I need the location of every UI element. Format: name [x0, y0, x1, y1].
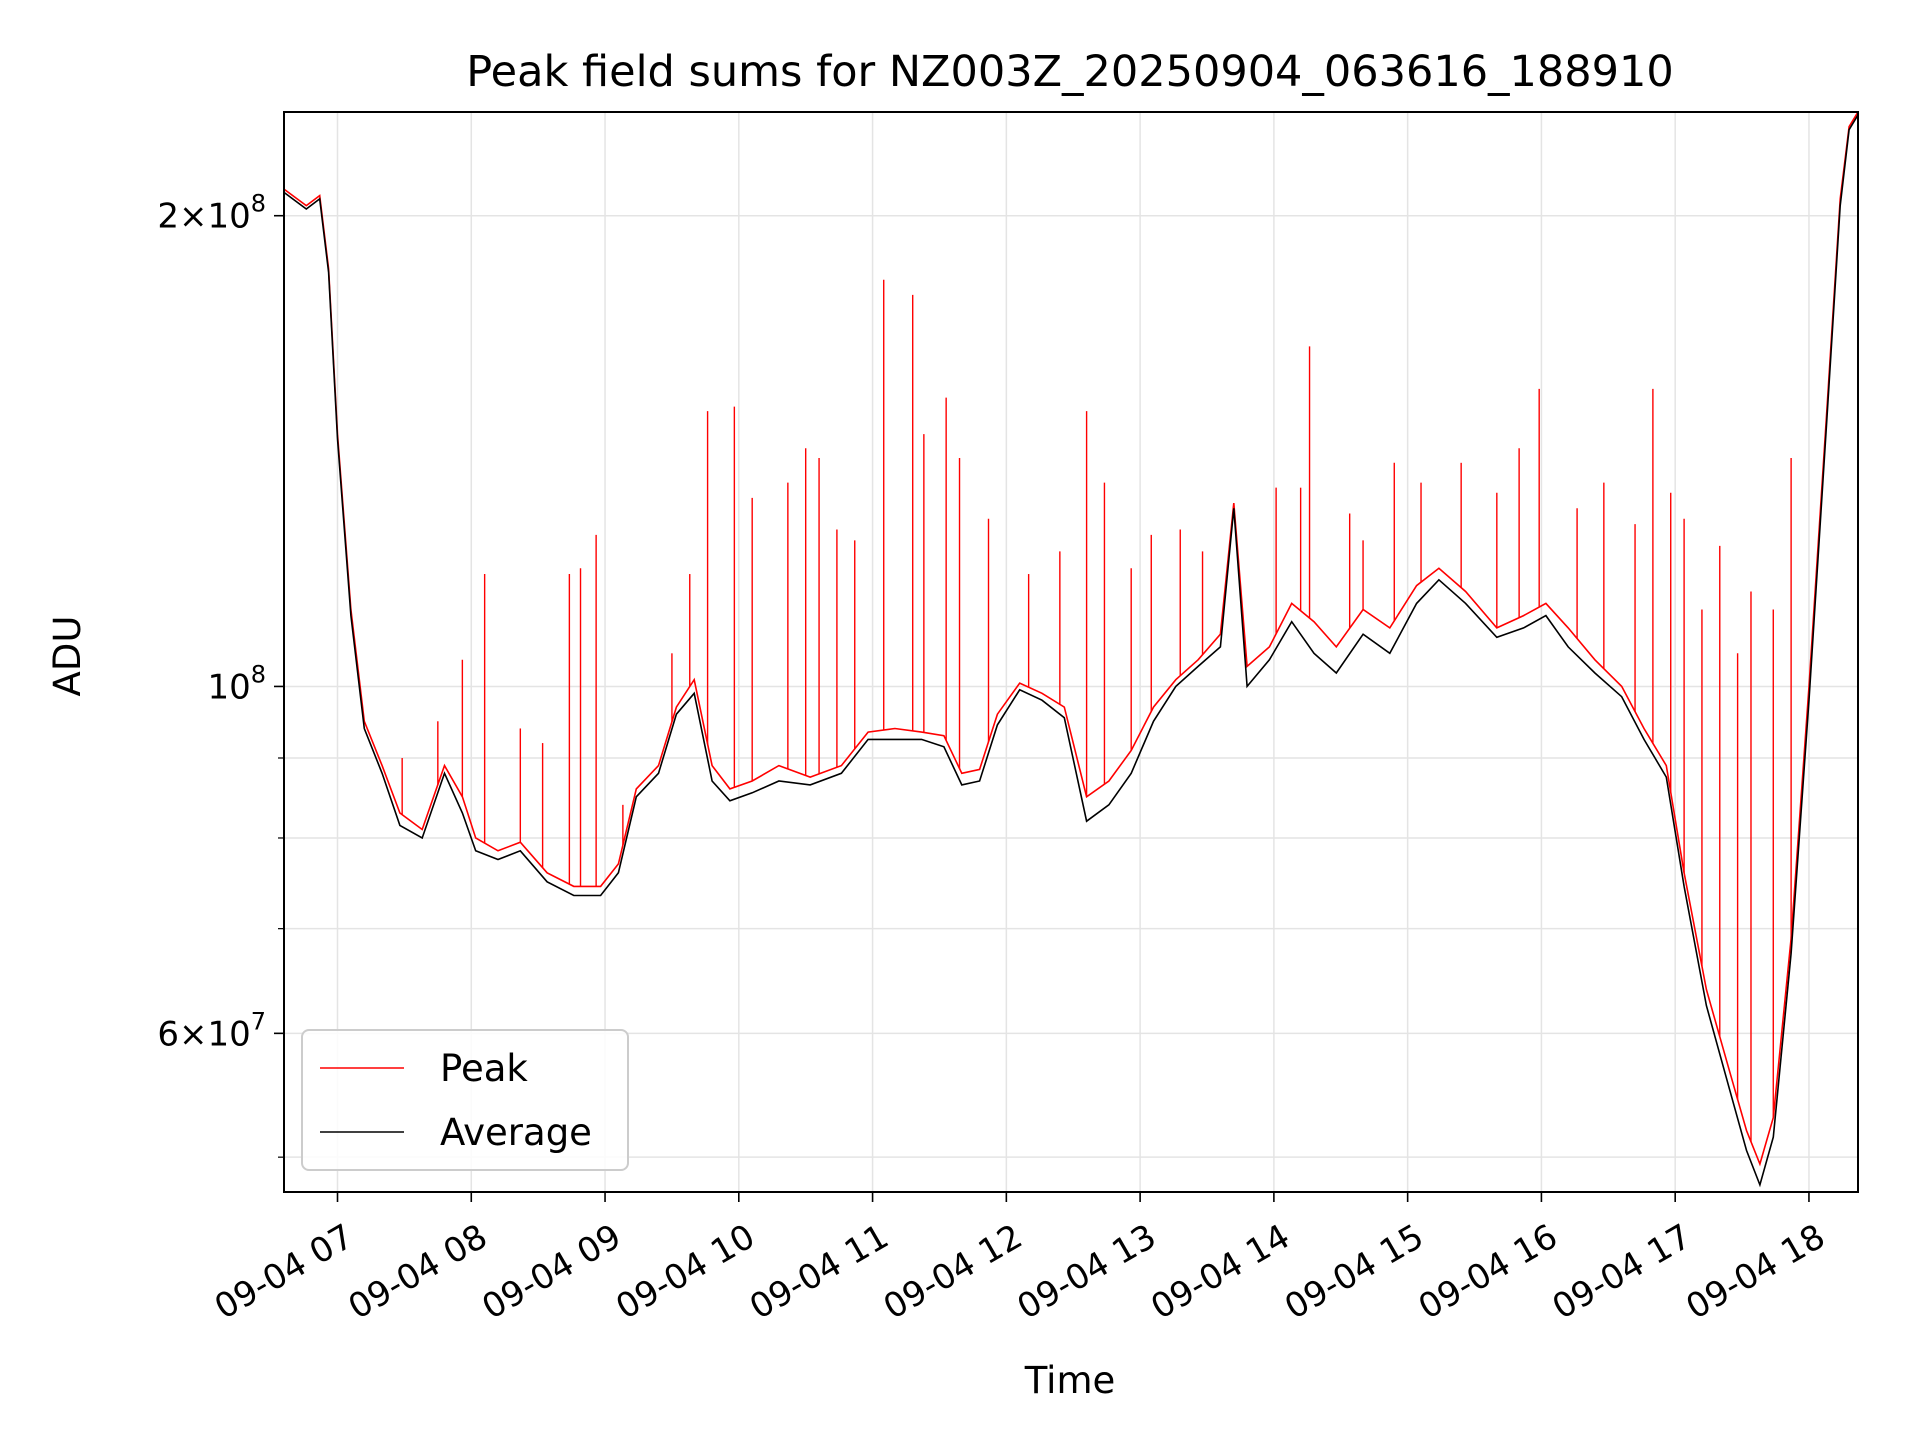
- y-axis-label: ADU: [46, 616, 89, 697]
- series-line-peak: [284, 112, 1858, 1167]
- grid-lines: [284, 112, 1858, 1192]
- plot-frame: [283, 111, 1859, 1193]
- y-tick-label: 2×108: [157, 190, 266, 237]
- series-line-average: [284, 114, 1858, 1188]
- series-group: [284, 112, 1858, 1188]
- legend: Peak Average: [301, 1029, 629, 1171]
- y-tick-label: 108: [207, 660, 266, 707]
- legend-label-average: Average: [440, 1111, 592, 1154]
- chart-title: Peak field sums for NZ003Z_20250904_0636…: [466, 47, 1673, 97]
- y-tick-label: 6×107: [157, 1007, 266, 1054]
- x-axis-label: Time: [1024, 1359, 1116, 1402]
- legend-box: [301, 1029, 629, 1171]
- legend-label-peak: Peak: [440, 1047, 528, 1090]
- series-layer: [284, 112, 1858, 1188]
- y-axis: 2×108 108 6×107: [157, 190, 284, 1158]
